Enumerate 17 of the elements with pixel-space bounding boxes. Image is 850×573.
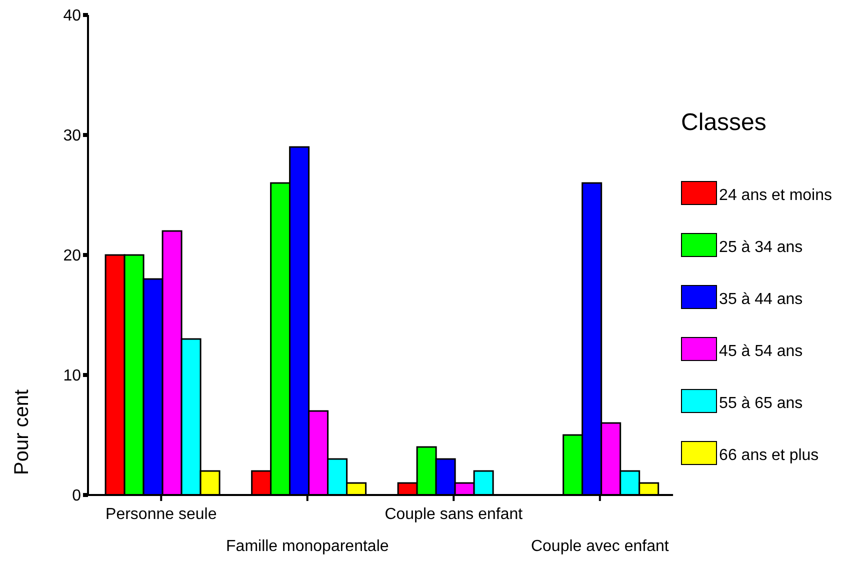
- legend-label: 24 ans et moins: [719, 186, 832, 204]
- x-tick-label: Personne seule: [106, 506, 217, 523]
- y-tick-label: 0: [72, 488, 82, 505]
- legend-label: 35 à 44 ans: [719, 290, 803, 308]
- y-tick-label: 30: [63, 128, 82, 145]
- y-tick-label: 40: [63, 8, 82, 25]
- y-axis-title: Pour cent: [11, 388, 33, 475]
- x-tick-label: Couple avec enfant: [530, 538, 670, 555]
- legend-label: 45 à 54 ans: [719, 342, 803, 360]
- legend-label: 55 à 65 ans: [719, 394, 803, 412]
- y-tick-label: 10: [63, 368, 82, 385]
- legend-label: 66 ans et plus: [719, 446, 819, 464]
- x-tick-label: Famille monoparentale: [226, 538, 389, 555]
- x-tick-label: Couple sans enfant: [384, 506, 524, 523]
- legend-label: 25 à 34 ans: [719, 238, 803, 256]
- legend-title: Classes: [681, 108, 768, 136]
- y-tick-label: 20: [63, 248, 82, 265]
